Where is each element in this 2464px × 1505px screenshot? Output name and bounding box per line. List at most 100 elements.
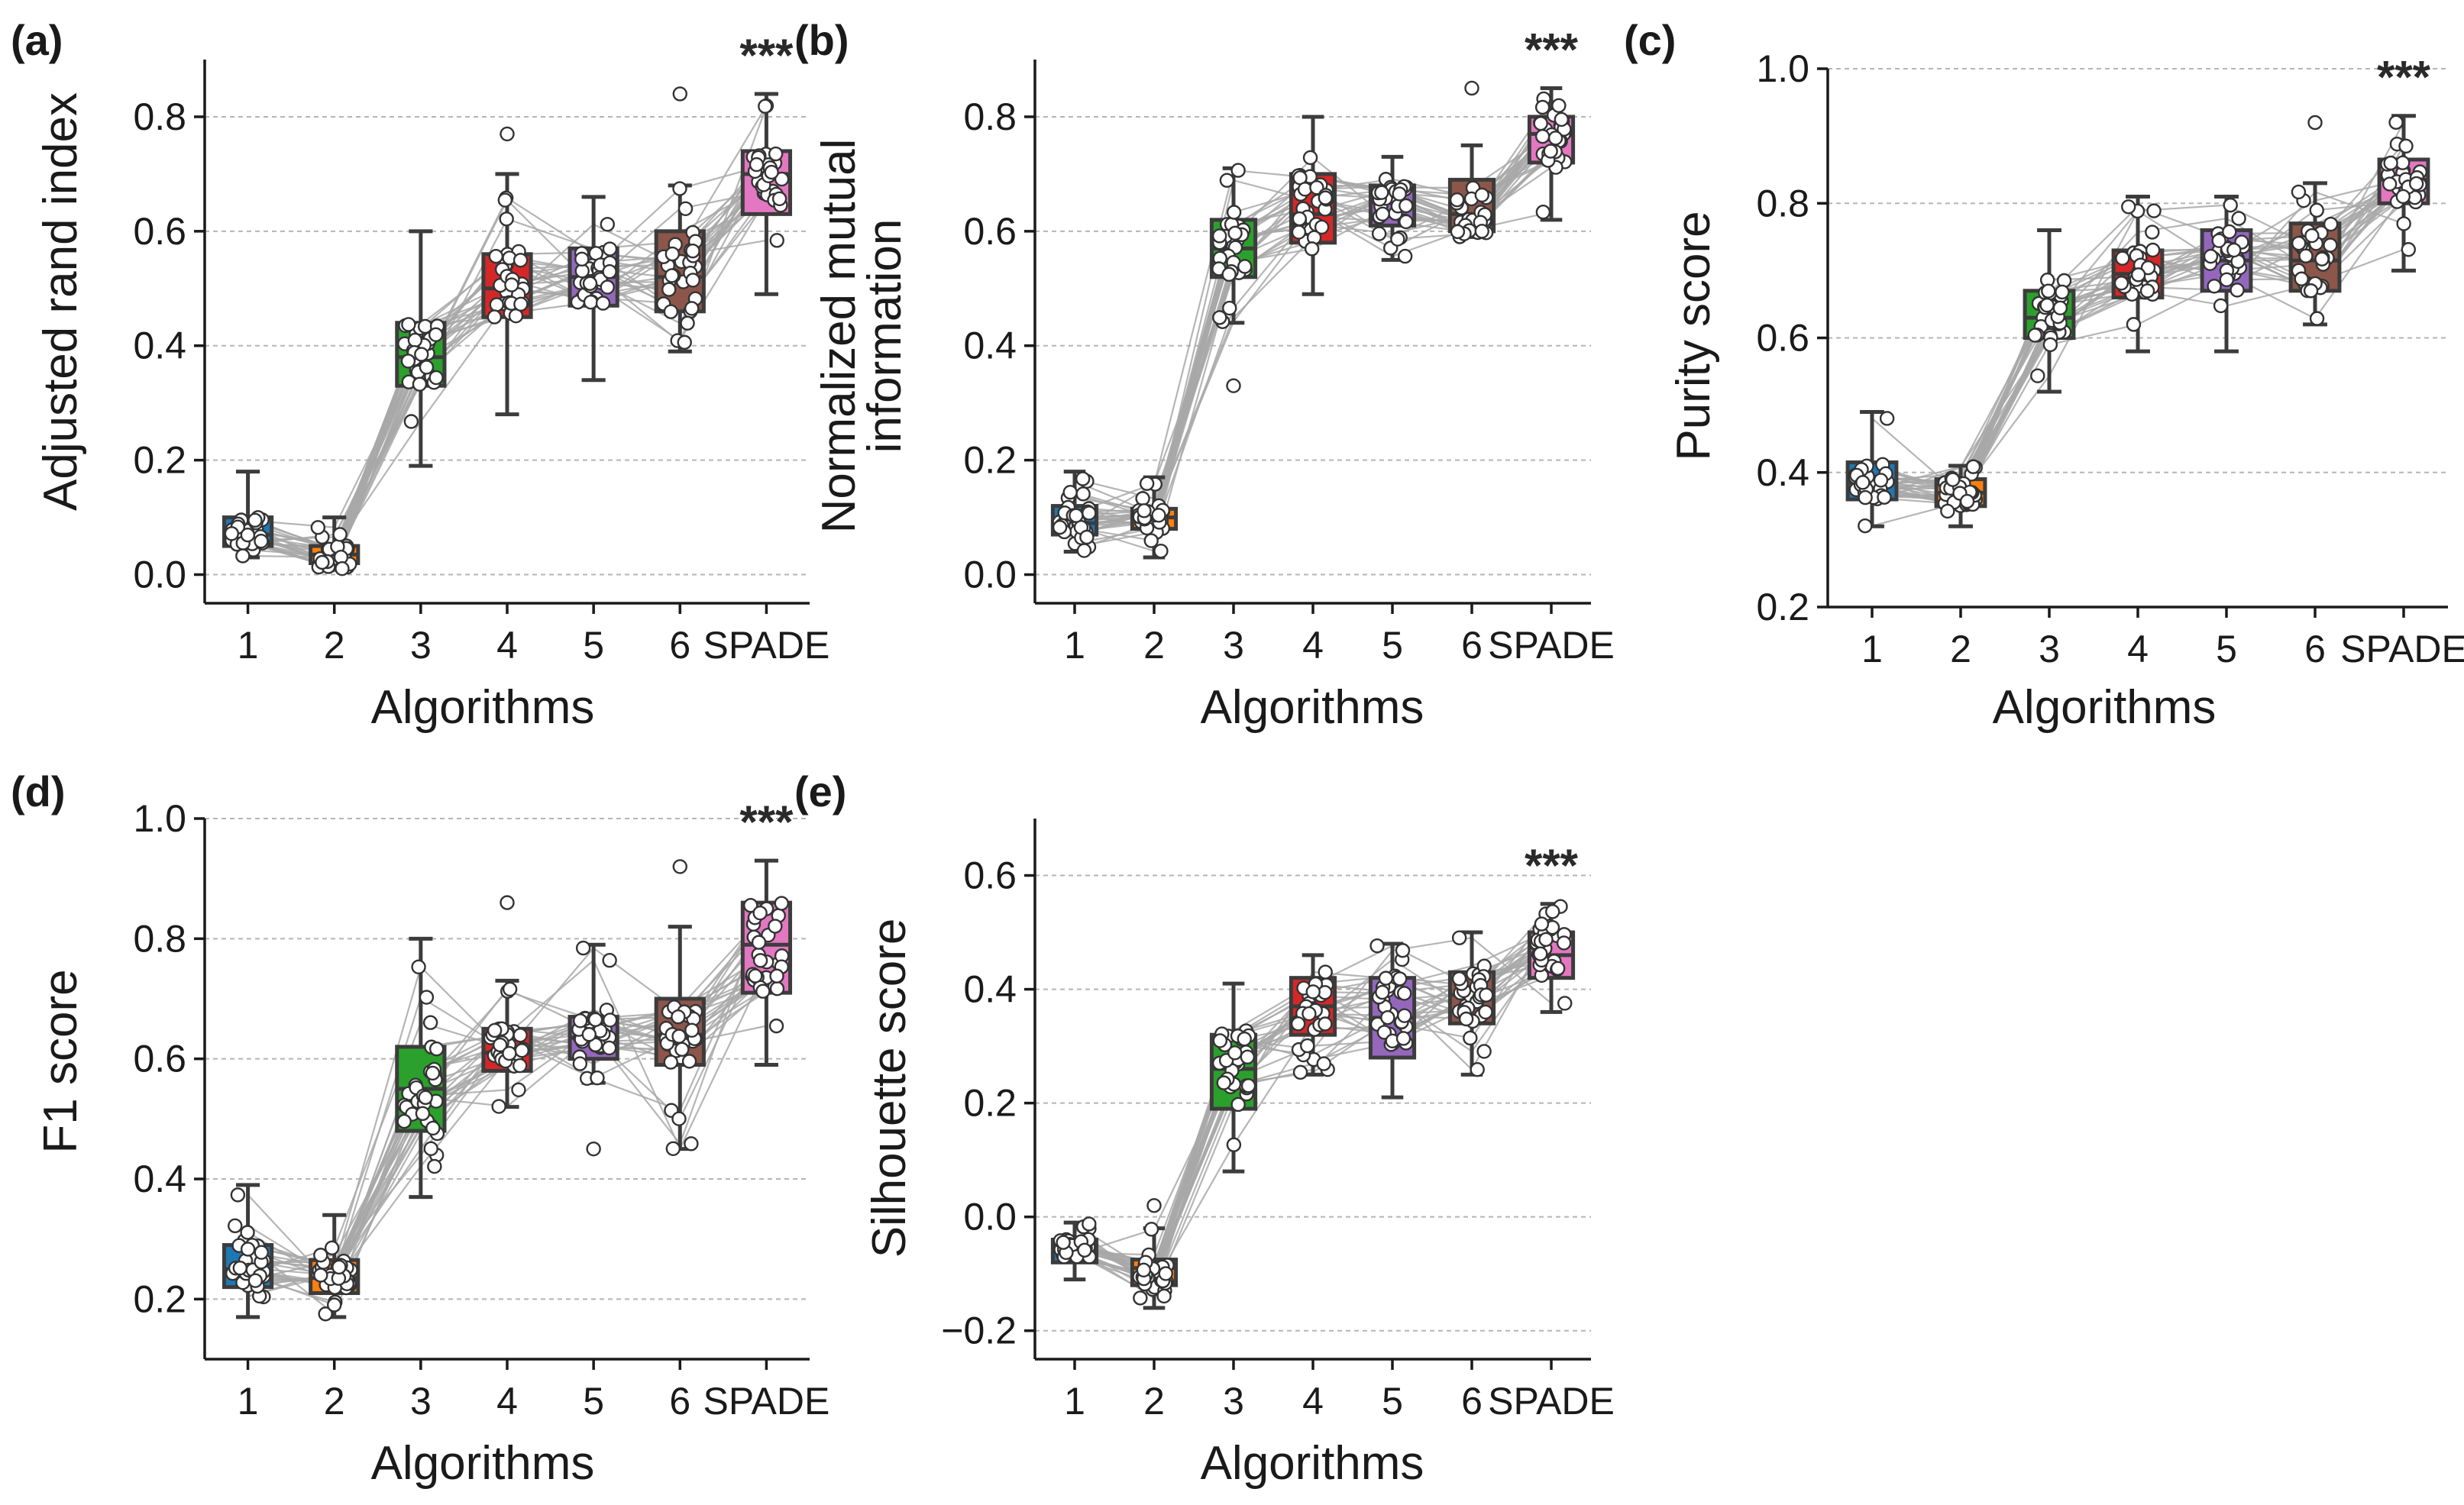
panel-c-data-point	[2145, 224, 2160, 240]
panel-e-xtick-label: 4	[1302, 1380, 1324, 1423]
panel-d-data-point	[769, 981, 785, 996]
panel-e-data-point	[1451, 930, 1467, 945]
panel-d-data-point	[502, 1045, 517, 1061]
panel-c-data-point	[2291, 184, 2307, 200]
panel-e-data-point	[1237, 1031, 1252, 1047]
panel-a-data-point	[254, 533, 269, 549]
panel-a-outlier	[672, 86, 687, 102]
panel-c-data-point	[2030, 368, 2045, 383]
panel-a-data-point	[407, 332, 423, 348]
panel-a-outlier	[500, 126, 515, 142]
panel-c-data-point	[2294, 271, 2309, 286]
panel-a-data-point	[664, 268, 680, 283]
panel-a-data-point	[583, 294, 599, 310]
panel-a: (a) Adjusted rand index Algorithms 0.00.…	[11, 16, 829, 734]
panel-d-outlier	[672, 859, 687, 874]
panel-d-data-point	[769, 968, 784, 983]
panel-c-data-point	[2126, 317, 2142, 332]
panel-d-outlier	[500, 895, 515, 910]
panel-c-data-point	[2309, 311, 2325, 326]
panel-d-data-point	[601, 1040, 617, 1056]
panel-d-xtick-label: 6	[669, 1380, 690, 1423]
panel-a-xtick-label: 5	[583, 624, 604, 667]
panel-d-xlabel: Algorithms	[371, 1437, 595, 1490]
panel-d-data-point	[684, 1022, 700, 1038]
panel-a-ylabel-group: Adjusted rand index	[34, 92, 87, 511]
panel-a-data-point	[771, 191, 787, 206]
panel-c-ytick-label: 0.4	[1756, 451, 1809, 494]
panel-c-data-point	[1873, 473, 1889, 488]
panel-d-ylabel-group: F1 score	[34, 969, 87, 1153]
panel-e-data-point	[1143, 1222, 1159, 1237]
panel-c-data-point	[1858, 489, 1873, 505]
panel-d-ytick-label: 0.8	[133, 917, 186, 960]
panel-e-ytick-label: 0.2	[963, 1082, 1017, 1125]
panel-d-data-point	[247, 1273, 264, 1288]
panel-d-data-point	[514, 1043, 529, 1058]
panel-b-data-point	[1137, 503, 1152, 518]
panel-b-data-point	[1076, 543, 1092, 558]
panel-a-data-point	[680, 315, 695, 331]
panel-b-data-point	[1543, 144, 1558, 159]
panel-b: (b) Normalized mutual information Algori…	[794, 16, 1615, 734]
panel-b-data-point	[1291, 224, 1307, 240]
panel-b-data-point	[1397, 248, 1413, 264]
panel-a-data-point	[235, 548, 251, 564]
panel-a-data-point	[684, 301, 700, 316]
panel-e-xtick-label: 6	[1461, 1380, 1483, 1423]
panel-c-data-point	[2055, 284, 2070, 300]
panel-b-data-point	[1292, 211, 1307, 227]
panel-e-data-point	[1230, 1096, 1246, 1113]
panel-d-data-point	[493, 1037, 508, 1053]
panel-c-data-point	[2213, 298, 2229, 314]
panel-b-data-point	[1079, 529, 1095, 545]
panel-e-data-point	[1463, 1030, 1478, 1046]
panel-a-data-point	[749, 157, 765, 173]
panel-d-data-point	[240, 1242, 256, 1257]
panel-e-data-point	[1538, 932, 1554, 948]
panel-a-data-point	[487, 309, 503, 325]
panel-c-data-point	[1959, 493, 1975, 509]
panel-d-data-point	[425, 1120, 441, 1136]
panel-c-xlabel: Algorithms	[1993, 681, 2217, 734]
panel-d-data-point	[511, 1082, 526, 1098]
panel-d-data-point	[590, 1070, 605, 1086]
panel-c-data-point	[2115, 250, 2130, 266]
panel-c-data-point	[2211, 233, 2226, 248]
panel-e-data-point	[1056, 1235, 1071, 1250]
panel-e-xtick-label: 3	[1223, 1380, 1244, 1423]
panel-d-data-point	[313, 1268, 328, 1283]
panel-a-data-point	[400, 354, 416, 369]
panel-b-xtick-label: 2	[1143, 624, 1165, 667]
panel-a-ytick-label: 0.2	[133, 439, 186, 482]
panel-a-data-point	[665, 246, 681, 262]
panel-b-data-point	[1082, 505, 1097, 521]
panel-d-data-point	[419, 990, 435, 1005]
panel-b-data-point	[1375, 206, 1390, 221]
panel-e-data-point	[1380, 1009, 1395, 1025]
panel-b-data-point	[1374, 185, 1389, 200]
panel-b-plot: 0.0 0.2 0.4 0.6 0.8 1 2 3 4 5 6 SPADE ***	[963, 24, 1614, 667]
panel-b-xtick-label: 6	[1461, 624, 1483, 667]
panel-e-label: (e)	[794, 767, 846, 815]
panel-a-ytick-label: 0.4	[133, 325, 186, 367]
panel-d-data-point	[415, 1106, 431, 1122]
panel-e-ytick-label: −0.2	[941, 1310, 1017, 1352]
panel-d-label: (d)	[11, 767, 66, 815]
panel-d-data-point	[671, 1009, 686, 1025]
panel-d-data-point	[324, 1240, 340, 1256]
panel-e-data-point	[1156, 1288, 1172, 1304]
panel-c-data-point	[2039, 297, 2055, 313]
panel-e-xtick-label: 1	[1064, 1380, 1085, 1423]
panel-d-outlier	[586, 1141, 601, 1157]
panel-d-xtick-label: 5	[583, 1380, 604, 1423]
panel-d-significance-stars: ***	[739, 796, 794, 848]
panel-a-data-point	[412, 376, 428, 392]
panel-d-data-point	[581, 1027, 597, 1042]
panel-d-data-point	[663, 1054, 678, 1070]
panel-e-data-point	[1369, 938, 1385, 954]
panel-a-data-point	[332, 527, 348, 542]
panel-b-data-point	[1222, 300, 1237, 316]
panel-d-xtick-label: 2	[324, 1380, 345, 1423]
panel-d-data-point	[768, 919, 783, 934]
